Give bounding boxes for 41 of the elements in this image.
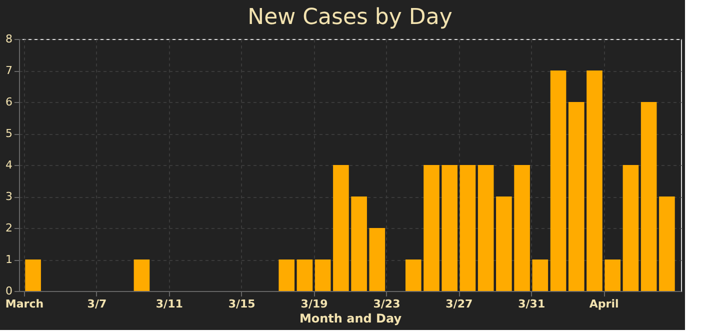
y-tick-label: 0 [6,284,12,298]
bar [424,165,440,291]
y-tick-label: 2 [6,222,12,234]
bar [296,260,313,291]
y-tick-label: 5 [6,127,12,140]
bar [514,165,530,291]
x-tick-label: 3/23 [373,298,400,310]
x-tick-label: April [589,298,619,310]
y-tick-label: 1 [6,253,12,266]
x-tick-label: 3/11 [156,298,183,310]
x-tick-label: March [5,298,44,310]
x-axis-title: Month and Day [299,312,402,326]
x-tick-label: 3/7 [87,298,107,310]
bar [278,260,295,291]
bar [586,70,602,291]
y-tick-label: 8 [6,32,12,46]
bar [532,260,548,291]
x-tick-label: 3/19 [300,298,328,310]
y-tick-label: 3 [6,190,12,203]
bar [333,165,349,291]
bar [496,196,512,291]
bar [478,165,494,291]
bar [550,70,566,291]
bar [351,196,367,291]
bar [369,228,386,291]
bar [640,102,657,291]
bar [314,260,331,291]
y-tick-label: 4 [6,158,12,172]
x-tick-label: 3/27 [446,298,473,310]
bar [659,196,675,291]
x-tick-label: 3/31 [518,298,546,310]
bar [622,165,639,291]
bar [460,165,476,291]
x-tick-label: 3/15 [228,298,256,310]
chart-title: New Cases by Day [248,5,452,30]
bar [604,260,621,291]
bar [568,102,584,291]
bar [442,165,458,291]
bar [405,260,422,291]
y-tick-label: 7 [6,64,12,77]
y-tick-label: 6 [6,96,12,108]
